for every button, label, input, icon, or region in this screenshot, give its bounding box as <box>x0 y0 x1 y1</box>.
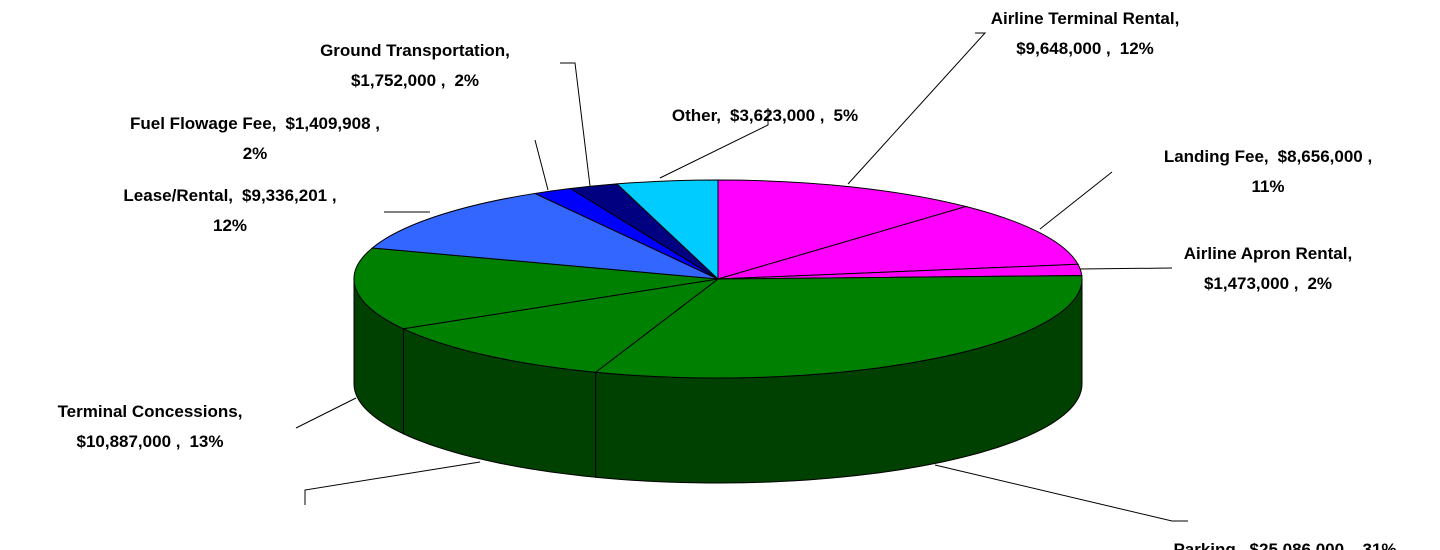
slice <box>717 206 1079 280</box>
label-percent: 12% <box>1120 39 1154 58</box>
label-percent: 11% <box>1251 177 1284 196</box>
label-category: Ground Transportation, <box>320 41 510 60</box>
leader-line <box>295 397 357 429</box>
label-category: Airline Apron Rental, <box>1184 244 1352 263</box>
label-percent: 2% <box>1307 274 1332 293</box>
slice <box>401 278 719 373</box>
data-labels: Airline Terminal Rental, $9,648,000 , 12%L… <box>58 9 1397 550</box>
label-value: $9,648,000 , <box>1016 39 1111 58</box>
leader-line <box>1039 171 1113 230</box>
data-label: Parking, $25,086,000 , 31% <box>1173 540 1396 550</box>
label-value: $8,656,000 , <box>1278 147 1373 166</box>
label-percent: 2% <box>454 71 479 90</box>
slice <box>594 275 1083 379</box>
data-label: Landing Fee, $8,656,000 , 11% <box>1164 147 1372 196</box>
pie-tops <box>353 179 1083 379</box>
data-label: Airline Apron Rental, $1,473,000 , 2% <box>1184 244 1352 293</box>
slice <box>615 179 719 281</box>
label-value: $1,409,908 , <box>285 114 380 133</box>
label-percent: 31% <box>1363 540 1397 550</box>
label-value: $3,623,000 , <box>730 106 825 125</box>
label-value: $1,752,000 , <box>351 71 446 90</box>
data-label: Ground Transportation, $1,752,000 , 2% <box>320 41 510 90</box>
label-category: Terminal Concessions, <box>58 402 243 421</box>
data-label: Terminal Concessions, $10,887,000 , 13% <box>58 402 243 451</box>
leader-line <box>560 62 591 187</box>
label-value: $25,086,000 , <box>1250 540 1354 550</box>
slice <box>353 247 719 330</box>
label-category: Fuel Flowage Fee, <box>130 114 276 133</box>
leader-line <box>534 139 549 191</box>
label-percent: 2% <box>243 144 268 163</box>
slice <box>717 179 968 280</box>
label-category: Lease/Rental, <box>123 186 233 205</box>
label-value: $10,887,000 , <box>76 432 180 451</box>
leader-line <box>934 464 1188 522</box>
label-category: Landing Fee, <box>1164 147 1269 166</box>
leader-line <box>847 32 987 185</box>
data-label: Fuel Flowage Fee, $1,409,908 , 2% <box>130 114 380 163</box>
label-percent: 13% <box>189 432 223 451</box>
data-label: Lease/Rental, $9,336,201 , 12% <box>123 186 336 235</box>
label-percent: 5% <box>834 106 859 125</box>
data-label: Other, $3,623,000 , 5% <box>672 106 858 125</box>
label-category: Other, <box>672 106 721 125</box>
pie-sides <box>353 278 1083 484</box>
leader-line <box>659 108 769 179</box>
leader-line <box>304 461 481 505</box>
data-label: Airline Terminal Rental, $9,648,000 , 12% <box>991 9 1180 58</box>
label-category: Airline Terminal Rental, <box>991 9 1180 28</box>
label-value: $9,336,201 , <box>242 186 337 205</box>
label-percent: 12% <box>213 216 247 235</box>
label-value: $1,473,000 , <box>1204 274 1299 293</box>
label-category: Parking, <box>1173 540 1240 550</box>
slice <box>371 192 719 280</box>
leader-line <box>1079 267 1173 270</box>
